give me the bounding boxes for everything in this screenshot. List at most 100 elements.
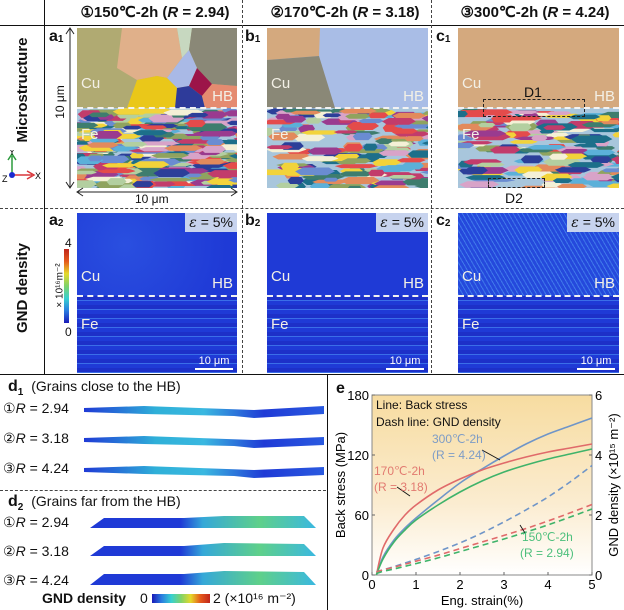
annotation-arrow-170c (396, 486, 411, 497)
panel-d1-title: d1 (Grains close to the HB) (8, 378, 181, 398)
label-cu: Cu (271, 268, 291, 285)
panel-label-b2: b2 (245, 212, 261, 229)
label-cu: Cu (81, 75, 101, 92)
d1-row-3-label: ③R = 4.24 (3, 460, 69, 476)
d2-grain-strips (90, 516, 316, 585)
label-fe: Fe (81, 316, 99, 333)
row-label-divider (44, 0, 45, 375)
annotation-170c-r: (R = 3.18) (374, 480, 428, 494)
label-fe: Fe (271, 316, 289, 333)
microstructure-map-b1: Cu HB Fe (267, 28, 428, 188)
scalebar: 10 μm (195, 355, 233, 370)
d2-row-3-label: ③R = 4.24 (3, 572, 69, 588)
strain-label: ε = 5% (376, 213, 428, 232)
panel-label-a1: a1 (49, 28, 64, 45)
gnd-colorbar-max: 2 (×10¹⁶ m⁻²) (213, 590, 296, 606)
series-stress-2 (375, 448, 593, 576)
strain-label: ε = 5% (567, 213, 619, 232)
scale-arrows-a1 (65, 27, 238, 197)
d2-row-1-label: ①R = 2.94 (3, 514, 69, 530)
panel-d2-title: d2 (Grains far from the HB) (8, 493, 181, 513)
colorbar-unit: × 10¹⁶m⁻² (54, 263, 66, 308)
gnd-map-a2: ε = 5% Cu HB Fe 10 μm (77, 213, 237, 373)
panel-label-c2: c2 (436, 212, 451, 229)
gnd-map-c2: ε = 5% Cu HB Fe 10 μm (458, 213, 619, 373)
gnd-colorbar-min: 0 (140, 590, 148, 606)
row-label-gnd-density: GND density (14, 243, 31, 334)
colorbar-min: 0 (65, 325, 72, 339)
x-tick-label: 3 (500, 577, 507, 592)
grain-strip-3 (84, 466, 324, 478)
axes-triad: Y X Z (2, 150, 41, 182)
colorbar-a2 (64, 249, 69, 323)
fe-grain-layer (267, 108, 428, 188)
scale-label-vertical: 10 μm (52, 85, 67, 119)
column-header-text: ②170℃-2h ( (270, 4, 358, 21)
scalebar: 10 μm (577, 355, 615, 370)
panel-label-b1: b1 (245, 28, 261, 45)
legend-line-2: Dash line: GND density (376, 415, 501, 429)
d1-row-1-label: ①R = 2.94 (3, 400, 69, 416)
strain-label: ε = 5% (185, 213, 237, 232)
label-d1: D1 (524, 84, 542, 100)
gnd-colorbar-label: GND density (42, 590, 127, 606)
r-symbol: R (547, 4, 559, 21)
grain-strip-2 (90, 543, 316, 556)
gnd-colorbar (152, 594, 210, 603)
r-value: = 4.24) (558, 4, 610, 21)
column-header-3: ③300℃-2h (R = 4.24) (440, 2, 624, 24)
label-cu: Cu (462, 75, 482, 92)
d1-row-2-label: ②R = 3.18 (3, 430, 69, 446)
microstructure-map-c1: Cu HB Fe D1 (458, 28, 619, 188)
panel-label-c1: c1 (436, 28, 451, 45)
label-cu: Cu (271, 75, 291, 92)
r-symbol: R (357, 4, 369, 21)
x-tick-label: 0 (368, 577, 375, 592)
column-divider-1 (242, 0, 243, 373)
fe-grain-layer (77, 108, 237, 188)
label-hb: HB (403, 88, 424, 105)
label-hb: HB (212, 275, 233, 292)
annotation-arrow-150c (519, 524, 526, 534)
region-box-d2 (488, 178, 545, 188)
figure-divider (0, 374, 624, 375)
grain-strip-2 (84, 436, 324, 448)
series-stress-0 (375, 417, 593, 576)
grain-map (267, 28, 428, 188)
region-box-d1 (483, 99, 585, 117)
panel-e-divider (327, 374, 328, 610)
column-header-text: ③300℃-2h ( (460, 4, 548, 21)
label-hb: HB (212, 88, 233, 105)
y2-tick-label: 4 (595, 448, 602, 463)
y-tick-label: 120 (347, 448, 369, 463)
annotation-arrow-300c (481, 449, 501, 461)
d1-grain-strips (84, 406, 324, 478)
scale-label-horizontal: 10 μm (135, 192, 169, 206)
y2-tick-label: 0 (595, 568, 602, 583)
grain-map (458, 28, 619, 188)
y-tick-label: 180 (347, 388, 369, 403)
y2-axis-label: GND density (×10¹⁵ m⁻²) (606, 413, 621, 556)
column-header-1: ①150℃-2h (R = 2.94) (65, 2, 245, 24)
label-hb: HB (594, 88, 615, 105)
grain-strip-1 (84, 406, 324, 418)
annotation-300c-r: (R = 4.24) (432, 448, 486, 462)
y2-tick-label: 2 (595, 508, 602, 523)
y-tick-label: 0 (362, 568, 369, 583)
x-tick-label: 2 (456, 577, 463, 592)
grain-map (77, 28, 237, 188)
label-fe: Fe (462, 126, 480, 143)
annotation-170c: 170℃-2h (374, 464, 425, 478)
label-d2: D2 (505, 190, 523, 206)
label-hb: HB (594, 275, 615, 292)
z-axis-label: Z (2, 174, 8, 182)
annotation-300c: 300℃-2h (432, 432, 483, 446)
column-divider-2 (431, 0, 432, 373)
label-fe: Fe (271, 126, 289, 143)
column-header-2: ②170℃-2h (R = 3.18) (250, 2, 440, 24)
x-axis-label: X (35, 171, 41, 181)
grain-strip-3 (90, 571, 316, 585)
header-divider (0, 25, 624, 26)
label-cu: Cu (81, 268, 101, 285)
